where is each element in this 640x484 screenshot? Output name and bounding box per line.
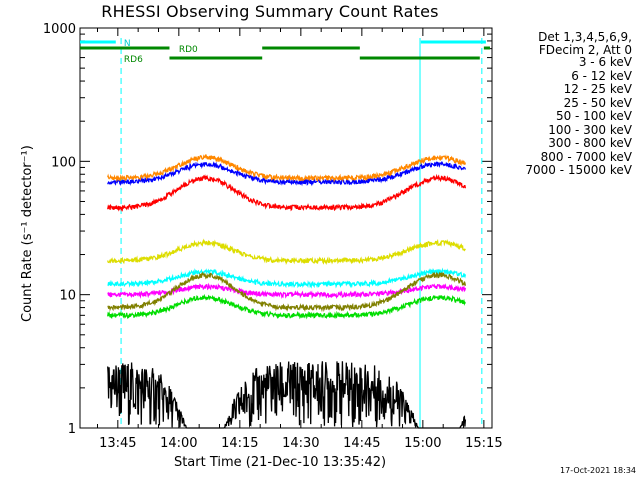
series-line <box>107 267 467 289</box>
series-line <box>107 361 467 429</box>
legend-entry-100-300kev: 100 - 300 keV <box>548 122 632 137</box>
x-tick-label: 14:15 <box>221 436 258 451</box>
legend-entry-12-25kev: 12 - 25 keV <box>563 82 632 96</box>
y-axis-label: Count Rate (s⁻¹ detector⁻¹) <box>20 145 35 322</box>
legend-header-line-1: Det 1,3,4,5,6,9, <box>538 30 632 44</box>
series-line <box>107 153 467 183</box>
legend-entry-300-800kev: 300 - 800 keV <box>548 136 632 150</box>
x-tick-label: 15:15 <box>465 436 502 451</box>
legend-entry-25-50kev: 25 - 50 keV <box>563 95 632 110</box>
x-tick-label: 14:30 <box>282 436 319 451</box>
legend-entry-50-100kev: 50 - 100 keV <box>555 109 632 123</box>
series-line <box>107 271 467 313</box>
chart-legend: 3 - 6 keV 6 - 12 keV 12 - 25 keV 25 - 50… <box>525 55 632 178</box>
plot-frame <box>79 27 493 429</box>
legend-entry-3-6kev: 3 - 6 keV <box>578 55 632 69</box>
x-tick-label: 14:00 <box>160 436 197 451</box>
x-tick-label: 13:45 <box>99 436 136 451</box>
legend-header-line-2: FDecim 2, Att 0 <box>538 43 632 57</box>
series-line <box>107 238 466 266</box>
chart-title: RHESSI Observing Summary Count Rates <box>101 2 439 21</box>
legend-entry-6-12kev: 6 - 12 keV <box>571 68 632 83</box>
legend-entry-7000-15000kev: 7000 - 15000 keV <box>525 163 632 177</box>
y-tick-label: 1000 <box>43 22 76 37</box>
legend-entry-800-7000kev: 800 - 7000 keV <box>540 149 632 164</box>
render-timestamp: 17-Oct-2021 18:34 <box>560 466 636 475</box>
x-tick-label: 15:00 <box>404 436 441 451</box>
series-line <box>107 293 466 320</box>
flag-label-rd0: RD0 <box>179 45 198 55</box>
series-line <box>107 160 467 187</box>
x-axis-label: Start Time (21-Dec-10 13:35:42) <box>173 455 387 470</box>
flag-label-rd6: RD6 <box>124 55 143 65</box>
series-line <box>107 173 467 212</box>
x-tick-label: 14:45 <box>343 436 380 451</box>
flag-label-n: N <box>124 39 131 49</box>
y-tick-label: 10 <box>59 289 76 304</box>
y-tick-label: 1 <box>68 422 76 437</box>
y-tick-label: 100 <box>51 155 76 170</box>
